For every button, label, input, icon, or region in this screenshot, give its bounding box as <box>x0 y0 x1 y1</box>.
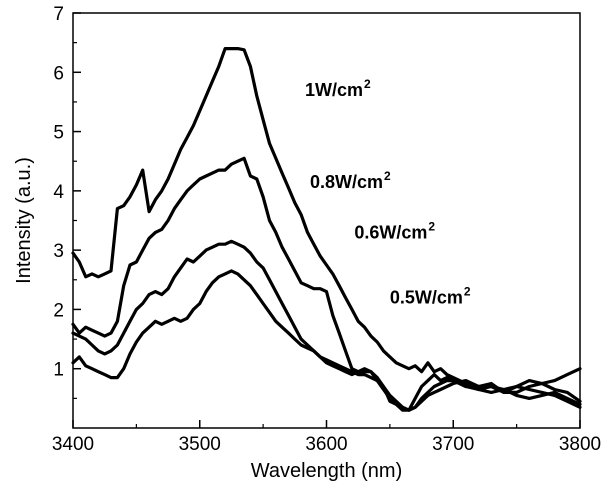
annotation-superscript: 2 <box>464 285 471 299</box>
y-tick-label: 6 <box>53 63 64 84</box>
x-tick-label: 3800 <box>559 434 601 455</box>
x-tick-label: 3700 <box>432 434 474 455</box>
x-tick-label: 3400 <box>52 434 94 455</box>
x-tick-label: 3500 <box>179 434 221 455</box>
x-tick-label: 3600 <box>305 434 347 455</box>
annotation-text: 0.6W/cm <box>354 222 427 242</box>
annotation-superscript: 2 <box>384 169 391 183</box>
power-annotation: 1W/cm 2 <box>305 77 371 100</box>
power-annotation: 0.8W/cm 2 <box>310 169 391 192</box>
y-tick-label: 4 <box>53 182 64 203</box>
x-axis-title: Wavelength (nm) <box>251 460 403 482</box>
tick-layer: 3400 3500 3600 3700 3800 1 2 3 4 5 6 7 <box>52 4 601 455</box>
annotation-text: 1W/cm <box>305 80 363 100</box>
annotation-text: 0.8W/cm <box>310 172 383 192</box>
plot-frame <box>72 12 581 429</box>
annotation-superscript: 2 <box>428 219 435 233</box>
series-line-2 <box>71 156 582 412</box>
series-line-4 <box>71 269 582 412</box>
series-line-3 <box>71 239 582 412</box>
y-tick-label: 2 <box>53 300 64 321</box>
annotation-superscript: 2 <box>364 77 371 91</box>
power-annotation: 0.5W/cm 2 <box>390 285 471 308</box>
annotation-text: 0.5W/cm <box>390 288 463 308</box>
annotation-layer: 1W/cm 20.8W/cm 20.6W/cm 20.5W/cm 2 <box>305 77 471 308</box>
y-tick-label: 1 <box>53 360 64 381</box>
y-axis-title: Intensity (a.u.) <box>13 157 35 284</box>
y-tick-label: 5 <box>53 123 64 144</box>
y-tick-label: 3 <box>53 241 64 262</box>
series-line-1 <box>71 46 582 394</box>
y-tick-label: 7 <box>53 4 64 25</box>
power-annotation: 0.6W/cm 2 <box>354 219 435 242</box>
series-layer <box>71 46 582 412</box>
